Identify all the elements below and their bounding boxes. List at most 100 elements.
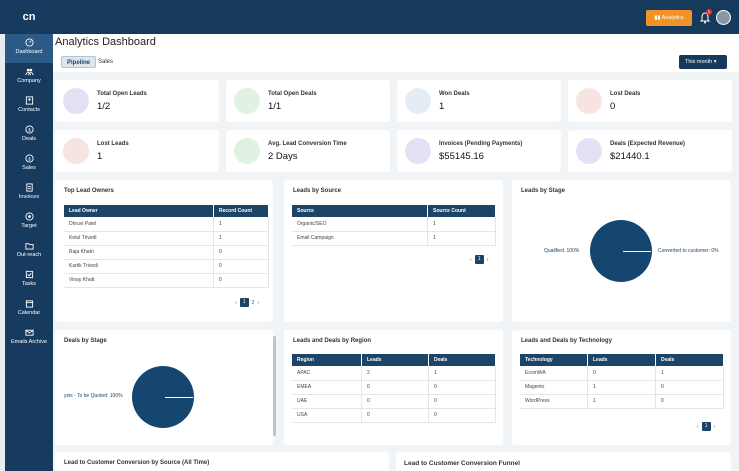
sidebar-item-emails-archive[interactable]: Emails Archive (5, 324, 53, 353)
table-row: Vinay Khatt 0 (64, 273, 269, 288)
month-filter-dropdown[interactable]: This month ▾ (679, 55, 727, 69)
pie-label: Converted to customer: 0% (658, 248, 719, 254)
leads-by-stage-panel: Leads by Stage Qualified: 100% Converted… (512, 180, 731, 322)
next-page-icon[interactable]: › (713, 423, 716, 430)
sidebar-item-company[interactable]: Company (5, 63, 53, 92)
sidebar-item-contacts[interactable]: Contacts (5, 92, 53, 121)
notification-badge: 1 (706, 9, 712, 15)
table-cell: APAC (292, 366, 362, 381)
kpi-value: 1/1 (268, 101, 282, 112)
table-cell: EMEA (292, 380, 362, 395)
tab-pipeline[interactable]: Pipeline (61, 56, 97, 68)
table-cell: 0 (428, 380, 496, 395)
table-cell: USA (292, 408, 362, 423)
sidebar-item-deals[interactable]: $ Deals (5, 121, 53, 150)
kpi-label: Deals (Expected Revenue) (610, 141, 686, 147)
table-row: Magento 1 0 (520, 380, 724, 395)
sidebar-item-label: Deals (21, 136, 37, 142)
kpi-value: 1/2 (97, 101, 111, 112)
kpi-icon (63, 138, 89, 164)
sidebar-item-calendar[interactable]: Calendar (5, 295, 53, 324)
page-1[interactable]: 1 (474, 255, 484, 264)
table-cell: 0 (428, 408, 496, 423)
kpi-card: Won Deals 1 (397, 80, 561, 122)
sidebar-item-dashboard[interactable]: Dashboard (5, 34, 53, 63)
table-cell: 2 (361, 366, 429, 381)
kpi-label: Total Open Deals (268, 91, 317, 97)
leads-source-table: Source Source Count Organic/SEO 1 Email Cam… (292, 205, 496, 246)
page-1[interactable]: 1 (239, 298, 249, 307)
prev-page-icon[interactable]: ‹ (470, 256, 472, 263)
prev-page-icon[interactable]: ‹ (697, 423, 699, 430)
mail-icon (24, 329, 34, 336)
tab-sales[interactable]: Sales (98, 59, 114, 65)
table-row: Kartik Trivedi 0 (64, 259, 269, 274)
table-cell: Magento (520, 380, 588, 395)
folder-icon (24, 243, 34, 250)
conversion-funnel-panel: Lead to Customer Conversion Funnel (396, 452, 731, 471)
kpi-card: Invoices (Pending Payments) $55145.16 (397, 130, 561, 172)
table-cell: 0 (428, 394, 496, 409)
panel-title: Leads and Deals by Technology (521, 338, 612, 344)
analytics-button[interactable]: ▮▮ Analytics (646, 10, 692, 26)
table-cell: 1 (428, 366, 496, 381)
kpi-icon (63, 88, 89, 114)
table-row: Email Campaign 1 (292, 231, 496, 246)
kpi-card: Lost Leads 1 (55, 130, 219, 172)
pie-label: ysis - To be Quoted: 100% (64, 393, 123, 399)
technology-table: Technology Leads Deals EcomWA 0 1 Magento 1 0 Wo… (520, 354, 724, 409)
table-cell: Raja Khatri (64, 245, 214, 260)
sidebar-item-out-reach[interactable]: Out-reach (5, 237, 53, 266)
page-1[interactable]: 1 (701, 422, 711, 431)
next-page-icon[interactable]: › (486, 256, 489, 263)
table-cell: UAE (292, 394, 362, 409)
sales-icon: $ (24, 154, 34, 163)
sidebar-item-tasks[interactable]: Tasks (5, 266, 53, 295)
chart-icon: ▮▮ (654, 15, 662, 21)
kpi-label: Avg. Lead Conversion Time (268, 141, 347, 147)
kpi-label: Lost Leads (97, 141, 129, 147)
prev-page-icon[interactable]: ‹ (235, 299, 237, 306)
kpi-card: Deals (Expected Revenue) $21440.1 (568, 130, 732, 172)
sidebar-item-label: Company (17, 78, 41, 84)
sidebar-item-label: Emails Archive (10, 339, 48, 345)
sidebar-item-label: Sales (22, 165, 36, 171)
pagination: ‹ 1 › (697, 422, 715, 431)
table-cell: 0 (361, 380, 429, 395)
kpi-card: Total Open Deals 1/1 (226, 80, 390, 122)
kpi-value: 1 (439, 101, 445, 112)
kpi-value: $55145.16 (439, 151, 484, 162)
sidebar-item-label: Calendar (17, 310, 41, 316)
page-2[interactable]: 2 (251, 299, 255, 306)
table-cell: Email Campaign (292, 231, 428, 246)
svg-text:$: $ (28, 127, 31, 132)
region-panel: Leads and Deals by Region Region Leads Dea… (284, 330, 503, 445)
sidebar-item-sales[interactable]: $ Sales (5, 150, 53, 179)
table-cell: Ketul Trivedi (64, 231, 214, 246)
kpi-label: Lost Deals (610, 91, 641, 97)
region-table: Region Leads Deals APAC 2 1 EMEA 0 0 UAE 0 0 USA 0 0 (292, 354, 496, 423)
table-cell: 0 (213, 259, 269, 274)
kpi-card: Avg. Lead Conversion Time 2 Days (226, 130, 390, 172)
kpi-label: Invoices (Pending Payments) (439, 141, 523, 147)
kpi-icon (234, 88, 260, 114)
sidebar-item-label: Invoices (18, 194, 40, 200)
sidebar-item-label: Contacts (18, 107, 40, 113)
sidebar-item-label: Out-reach (16, 252, 42, 258)
panel-title: Deals by Stage (64, 338, 107, 344)
table-cell: 0 (587, 366, 656, 381)
kpi-value: 2 Days (268, 151, 298, 162)
next-page-icon[interactable]: › (257, 299, 260, 306)
sidebar-item-target[interactable]: Target (5, 208, 53, 237)
scrollbar[interactable] (273, 336, 276, 436)
pie-label: Qualified: 100% (544, 248, 580, 254)
table-cell: 1 (587, 380, 656, 395)
sidebar-item-invoices[interactable]: Invoices (5, 179, 53, 208)
kpi-icon (405, 88, 431, 114)
invoice-icon (25, 183, 33, 192)
page-title: Analytics Dashboard (55, 36, 156, 48)
table-cell: 1 (427, 231, 496, 246)
table-cell: 0 (213, 273, 269, 288)
avatar[interactable] (716, 10, 731, 25)
table-row: Dhruvi Patel 1 (64, 217, 269, 232)
